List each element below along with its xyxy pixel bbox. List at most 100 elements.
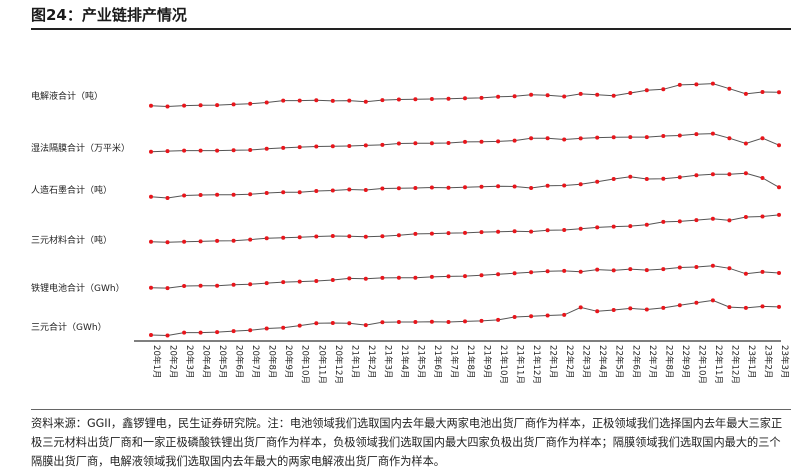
data-point — [231, 282, 236, 287]
data-point — [363, 276, 368, 281]
data-point — [314, 321, 319, 326]
data-point — [429, 319, 434, 324]
data-point — [595, 92, 600, 97]
data-point — [644, 268, 649, 273]
data-point — [743, 215, 748, 219]
data-point — [628, 267, 633, 272]
data-point — [463, 230, 467, 235]
data-point — [628, 174, 633, 179]
data-point — [182, 330, 187, 335]
data-point — [611, 268, 616, 273]
x-tick-label: 23年2月 — [762, 345, 774, 379]
data-point — [248, 192, 253, 197]
data-point — [149, 103, 153, 108]
data-point — [182, 284, 187, 288]
x-tick-label: 22年8月 — [663, 345, 675, 379]
data-point — [446, 185, 451, 190]
x-tick-label: 22年5月 — [614, 345, 626, 379]
data-point — [330, 144, 335, 149]
data-point — [578, 305, 583, 310]
data-point — [264, 100, 269, 105]
data-point — [545, 93, 550, 98]
data-point — [182, 103, 187, 108]
data-point — [165, 240, 170, 245]
data-point — [347, 98, 352, 103]
data-point — [677, 265, 682, 270]
data-point — [231, 192, 236, 197]
series-1 — [149, 131, 781, 154]
data-point — [380, 275, 385, 280]
data-point — [611, 308, 616, 312]
x-tick-label: 21年5月 — [415, 345, 427, 379]
data-point — [429, 141, 434, 146]
data-point — [215, 103, 220, 108]
data-point — [743, 305, 748, 310]
data-point — [429, 274, 434, 279]
x-tick-label: 20年5月 — [217, 345, 229, 379]
data-point — [760, 214, 765, 219]
data-point — [529, 136, 534, 141]
data-point — [777, 185, 781, 190]
data-point — [347, 276, 352, 281]
data-point — [198, 283, 203, 288]
data-point — [595, 267, 600, 272]
data-point — [496, 272, 501, 277]
data-point — [264, 236, 269, 241]
data-point — [727, 218, 732, 223]
data-point — [710, 216, 715, 221]
data-point — [743, 141, 748, 146]
data-point — [595, 179, 600, 184]
data-point — [661, 305, 666, 310]
data-point — [661, 134, 666, 138]
data-point — [198, 148, 203, 153]
series-line-3 — [150, 214, 780, 243]
data-point — [562, 137, 567, 142]
x-tick-label: 20年6月 — [234, 345, 246, 379]
series-label-layer: 电解液合计（吨） 湿法隔膜合计（万平米） 人造石墨合计（吨） 三元材料合计（吨） 铁锂电… — [31, 90, 130, 333]
data-point — [479, 184, 484, 189]
data-point — [429, 185, 434, 190]
data-point — [496, 184, 501, 189]
data-point — [330, 234, 335, 238]
series-layer — [149, 81, 781, 338]
data-point — [694, 300, 699, 305]
data-point — [661, 87, 666, 92]
data-point — [215, 148, 220, 153]
data-point — [479, 139, 484, 144]
data-point — [661, 267, 666, 272]
data-point — [578, 226, 583, 231]
x-tick-label: 22年7月 — [647, 345, 659, 379]
data-point — [264, 146, 269, 151]
data-point — [248, 328, 253, 333]
data-point — [330, 188, 335, 193]
data-point — [429, 97, 434, 101]
data-point — [413, 320, 418, 324]
x-tick-label: 20年4月 — [201, 345, 213, 379]
data-point — [760, 136, 765, 141]
data-point — [727, 136, 732, 141]
data-point — [496, 317, 501, 322]
data-point — [149, 239, 153, 244]
industry-chain-line-chart: 电解液合计（吨） 湿法隔膜合计（万平米） 人造石墨合计（吨） 三元材料合计（吨） 铁锂电… — [31, 81, 791, 384]
data-point — [215, 330, 220, 335]
data-point — [760, 269, 765, 274]
data-point — [347, 144, 352, 148]
data-point — [545, 269, 550, 274]
data-point — [777, 212, 781, 217]
data-point — [231, 238, 236, 243]
data-point — [463, 319, 467, 324]
data-point — [479, 95, 484, 100]
x-tick-label: 22年3月 — [581, 345, 593, 379]
data-point — [182, 148, 187, 153]
data-point — [743, 171, 748, 176]
data-point — [380, 98, 385, 103]
data-point — [710, 263, 715, 268]
x-tick-label: 20年3月 — [184, 345, 196, 379]
data-point — [396, 275, 401, 280]
data-point — [743, 271, 748, 276]
data-point — [165, 333, 170, 338]
x-tick-label: 21年10月 — [498, 345, 510, 384]
x-tick-label: 21年7月 — [448, 345, 460, 379]
data-point — [281, 280, 286, 285]
data-point — [743, 91, 748, 96]
